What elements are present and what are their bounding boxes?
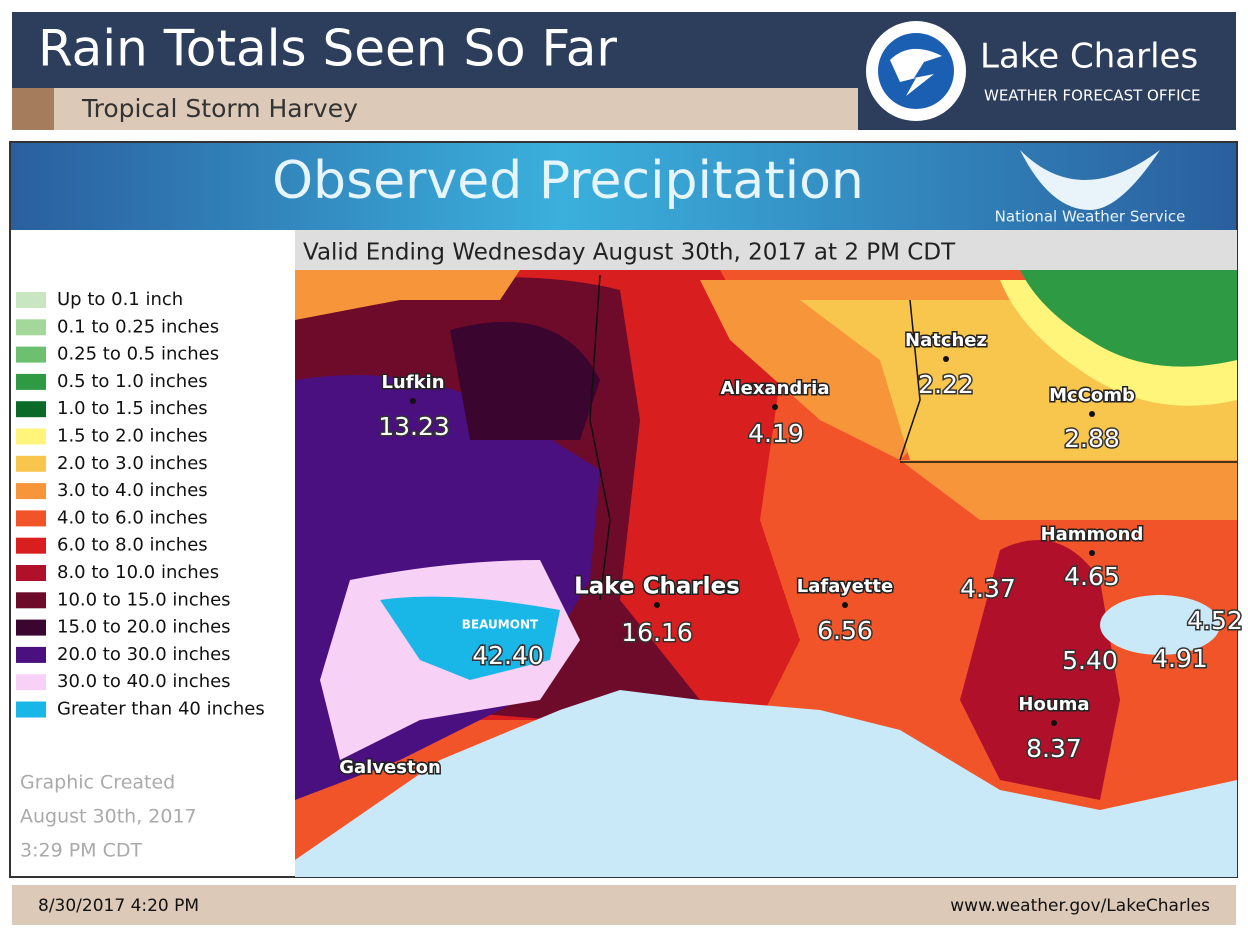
title-bar [12,12,858,88]
subtitle: Tropical Storm Harvey [81,94,358,123]
legend-label: Up to 0.1 inch [57,289,183,310]
city-name: McComb [1049,385,1135,406]
city-name: Lafayette [797,576,893,597]
legend-swatch [16,319,46,336]
city-dot [772,404,778,410]
city-dot [1089,550,1095,556]
map [295,270,1237,877]
city-value: 2.22 [918,370,974,399]
city-value: 42.40 [472,641,544,670]
legend-swatch [16,455,46,472]
legend-swatch [16,373,46,390]
legend-label: 6.0 to 8.0 inches [57,535,208,556]
map-title: Observed Precipitation [272,151,864,211]
legend-label: 3.0 to 4.0 inches [57,480,208,501]
legend-swatch [16,701,46,718]
city-value: 4.19 [748,419,804,448]
legend-label: Greater than 40 inches [57,699,265,720]
city-value: 16.16 [621,618,693,647]
legend-swatch [16,646,46,663]
created-line: August 30th, 2017 [20,806,197,828]
valid-bar [295,230,1237,270]
city-name: Houma [1018,694,1089,715]
legend-label: 10.0 to 15.0 inches [57,589,231,610]
valid-text: Valid Ending Wednesday August 30th, 2017… [303,240,956,266]
legend-label: 8.0 to 10.0 inches [57,562,219,583]
subtitle-bar [12,88,858,130]
legend-swatch [16,428,46,445]
legend-swatch [16,565,46,581]
legend-label: 0.5 to 1.0 inches [57,371,208,392]
legend-swatch [16,592,46,609]
footer-date: 8/30/2017 4:20 PM [38,896,199,916]
legend-label: 0.1 to 0.25 inches [57,316,219,337]
legend-swatch [16,674,46,691]
legend-swatch [16,537,46,554]
city-dot [654,602,660,608]
footer-url: www.weather.gov/LakeCharles [950,896,1210,916]
legend-swatch [16,510,46,527]
city-name: Lufkin [381,372,444,393]
rain-value: 5.40 [1062,646,1118,675]
legend-label: 1.5 to 2.0 inches [57,426,208,447]
legend-label: 15.0 to 20.0 inches [57,617,231,638]
city-value: 8.37 [1026,734,1082,763]
title: Rain Totals Seen So Far [38,20,617,78]
city-name: Lake Charles [574,574,740,600]
city-value: 13.23 [378,412,450,441]
created-line: 3:29 PM CDT [20,840,142,862]
legend-swatch [16,292,46,308]
rain-value: 4.91 [1152,644,1208,673]
created-line: Graphic Created [20,772,175,794]
city-name: Galveston [339,757,441,778]
rain-value: 4.52 [1187,606,1243,635]
city-name: Hammond [1041,524,1144,545]
city-dot [410,398,416,404]
nws-bird [1020,150,1160,210]
agency: National Weather Service [995,208,1186,226]
office-sub: WEATHER FORECAST OFFICE [984,87,1200,105]
city-dot [1089,411,1095,417]
city-value: 6.56 [817,616,873,645]
legend-label: 4.0 to 6.0 inches [57,507,208,528]
city-dot [943,356,949,362]
legend-label: 20.0 to 30.0 inches [57,644,231,665]
legend-swatch [16,346,46,363]
legend-label: 1.0 to 1.5 inches [57,398,208,419]
office-name: Lake Charles [980,37,1198,77]
legend-label: 30.0 to 40.0 inches [57,671,231,692]
city-name: BEAUMONT [462,618,539,632]
banner [11,143,1236,230]
legend-swatch [16,483,46,500]
legend-swatch [16,619,46,636]
legend-swatch [16,401,46,418]
rain-value: 4.37 [960,574,1016,603]
nws-logo [866,21,966,121]
city-value: 2.88 [1064,424,1120,453]
legend-label: 2.0 to 3.0 inches [57,453,208,474]
city-name: Alexandria [721,378,830,399]
accent [12,88,54,130]
legend-label: 0.25 to 0.5 inches [57,344,219,365]
city-name: Natchez [905,330,987,351]
footer-bar [12,885,1236,925]
city-dot [842,602,848,608]
legend: Up to 0.1 inch 0.1 to 0.25 inches 0.25 to … [16,289,265,720]
map-labels: Lufkin 13.23 Alexandria 4.19 Natchez 2.22 McCo… [338,329,1245,780]
city-value: 4.65 [1064,562,1120,591]
city-dot [1051,720,1057,726]
